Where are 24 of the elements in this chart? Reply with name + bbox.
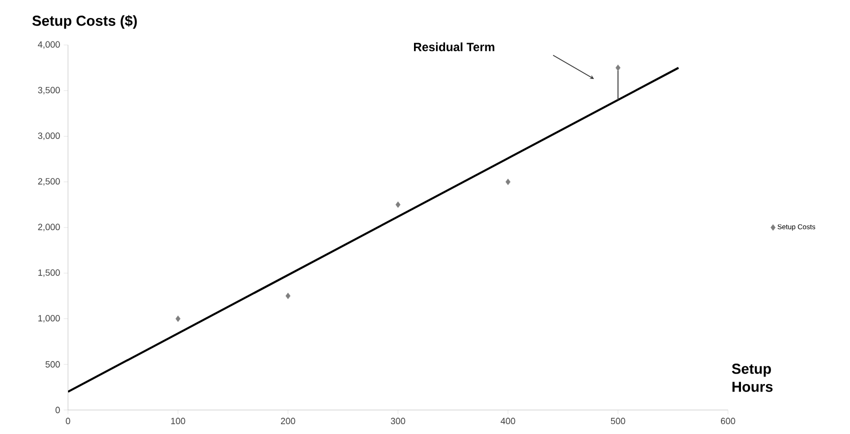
y-tick-label: 4,000: [38, 41, 60, 49]
x-tick-label: 200: [280, 418, 296, 424]
y-tick-label: 2,000: [38, 224, 60, 232]
point: [616, 64, 620, 72]
x-tick-label: 500: [610, 418, 626, 424]
x-tick-label: 400: [500, 418, 516, 424]
x-tick-label: 300: [390, 418, 406, 424]
x-tick-label: 0: [66, 418, 70, 424]
x-tick-label: 100: [171, 418, 186, 424]
y-tick-label: 3,500: [38, 86, 60, 94]
annotation: Residual Term: [414, 42, 494, 52]
y-tick-label: 1,000: [38, 315, 60, 322]
y-axis-title: Setup Costs ($): [32, 15, 137, 29]
point: [176, 316, 180, 322]
y-tick-label: 0: [56, 406, 60, 414]
point: [506, 178, 510, 186]
x-tick-label: 600: [720, 418, 736, 424]
y-tick-label: 1,500: [38, 269, 60, 277]
point: [396, 201, 400, 208]
y-tick-label: 2,500: [38, 178, 60, 186]
point: [286, 292, 290, 300]
y-tick-label: 3,000: [38, 132, 60, 140]
x-axis-title: Setup Hours: [732, 364, 773, 392]
y-tick-label: 500: [46, 361, 60, 368]
